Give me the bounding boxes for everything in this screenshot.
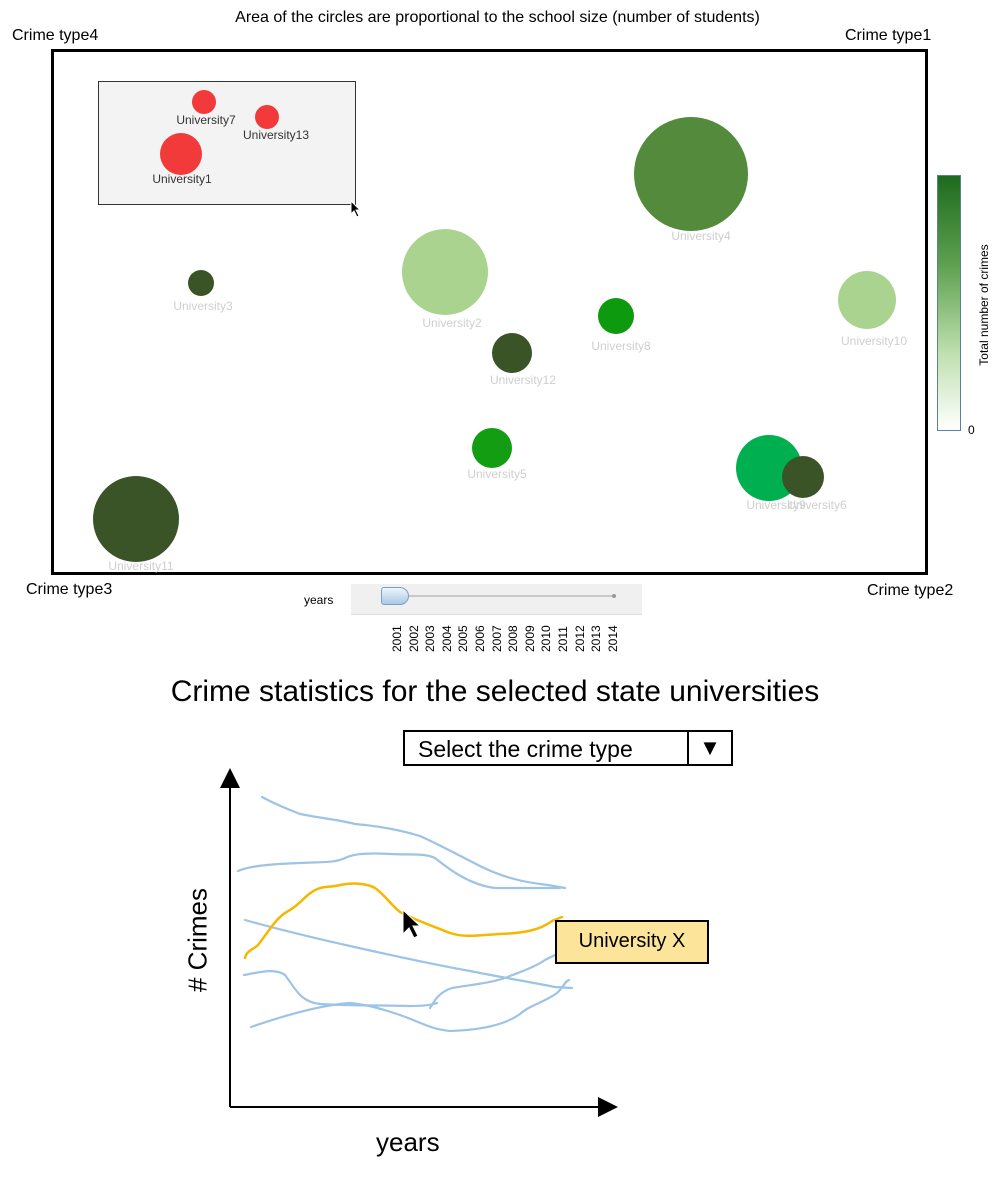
year-tick-label: 2007 bbox=[489, 625, 504, 652]
bubble-label: University9 bbox=[746, 498, 806, 512]
series-line[interactable] bbox=[242, 970, 439, 1008]
bubble-university1[interactable] bbox=[160, 133, 202, 175]
selection-box[interactable] bbox=[98, 81, 356, 205]
corner-label-bottom-left: Crime type3 bbox=[26, 581, 113, 598]
dropdown-label: Select the crime type bbox=[418, 736, 633, 762]
chevron-down-icon[interactable]: ▼ bbox=[687, 732, 731, 764]
corner-label-top-right: Crime type1 bbox=[845, 27, 932, 44]
year-slider-label: years bbox=[304, 593, 334, 607]
year-tick-label: 2008 bbox=[506, 625, 521, 652]
color-legend-title: Total number of crimes bbox=[977, 244, 991, 366]
bubble-label: University4 bbox=[671, 229, 731, 243]
corner-label-top-left: Crime type4 bbox=[12, 27, 99, 44]
corner-label-bottom-right: Crime type2 bbox=[867, 582, 954, 599]
year-tick-label: 2009 bbox=[522, 625, 537, 652]
year-tick-label: 2001 bbox=[390, 625, 404, 652]
series-line[interactable] bbox=[249, 978, 571, 1033]
series-line[interactable] bbox=[243, 918, 574, 990]
year-tick-label: 2006 bbox=[473, 625, 487, 652]
bubble-label: University8 bbox=[591, 339, 651, 353]
bubble-label: University2 bbox=[422, 316, 482, 330]
bubble-university12[interactable] bbox=[492, 333, 532, 373]
university-tooltip: University X bbox=[555, 920, 709, 964]
year-tick-label: 2013 bbox=[589, 625, 604, 652]
year-slider[interactable] bbox=[351, 584, 642, 615]
chart-caption: Area of the circles are proportional to … bbox=[235, 9, 760, 26]
slider-end-dot bbox=[612, 594, 616, 598]
year-tick-label: 2011 bbox=[556, 626, 570, 652]
year-tick-label: 2004 bbox=[439, 625, 454, 652]
crime-line-chart[interactable] bbox=[0, 760, 1003, 1183]
bubble-label: University3 bbox=[173, 299, 233, 313]
bubble-label: University6 bbox=[787, 498, 847, 512]
mouse-cursor-icon bbox=[402, 908, 422, 939]
bubble-university13[interactable] bbox=[255, 105, 279, 129]
bubble-label: University1 bbox=[152, 172, 212, 186]
bubble-university11[interactable] bbox=[93, 476, 179, 562]
bubble-university6[interactable] bbox=[782, 456, 824, 498]
bubble-university5[interactable] bbox=[472, 428, 512, 468]
bubble-university4[interactable] bbox=[634, 117, 748, 231]
mouse-cursor-icon bbox=[350, 200, 362, 218]
year-tick-label: 2012 bbox=[572, 625, 587, 652]
crime-type-dropdown[interactable]: Select the crime type ▼ bbox=[403, 730, 733, 766]
bubble-university10[interactable] bbox=[838, 271, 896, 329]
year-tick-label: 2005 bbox=[456, 625, 471, 652]
bubble-label: University11 bbox=[108, 559, 174, 573]
year-tick-label: 2014 bbox=[605, 625, 620, 652]
bubble-university7[interactable] bbox=[192, 90, 216, 114]
bubble-university3[interactable] bbox=[188, 270, 214, 296]
slider-track[interactable] bbox=[381, 595, 613, 597]
series-line[interactable] bbox=[260, 795, 567, 890]
section-title: Crime statistics for the selected state … bbox=[170, 675, 820, 708]
series-line[interactable] bbox=[428, 953, 557, 1010]
bubble-label: University10 bbox=[840, 334, 908, 348]
color-legend-bar bbox=[937, 175, 961, 431]
highlighted-series-line[interactable] bbox=[243, 882, 564, 960]
slider-thumb[interactable] bbox=[381, 587, 409, 605]
bubble-plot[interactable]: University7 University13 University1 Uni… bbox=[51, 49, 928, 575]
color-legend-min: 0 bbox=[968, 423, 975, 437]
bubble-label: University12 bbox=[489, 373, 557, 387]
y-axis-title: # Crimes bbox=[182, 887, 213, 993]
bubble-university8[interactable] bbox=[598, 298, 634, 334]
series-line[interactable] bbox=[236, 852, 562, 890]
x-axis-title: years bbox=[376, 1127, 440, 1157]
year-tick-label: 2003 bbox=[423, 625, 438, 652]
bubble-label: University13 bbox=[242, 128, 310, 142]
bubble-label: University7 bbox=[176, 113, 236, 127]
bubble-label: University5 bbox=[467, 467, 527, 481]
year-tick-label: 2010 bbox=[539, 625, 554, 652]
bubble-university2[interactable] bbox=[402, 229, 488, 315]
year-tick-label: 2002 bbox=[406, 625, 421, 652]
